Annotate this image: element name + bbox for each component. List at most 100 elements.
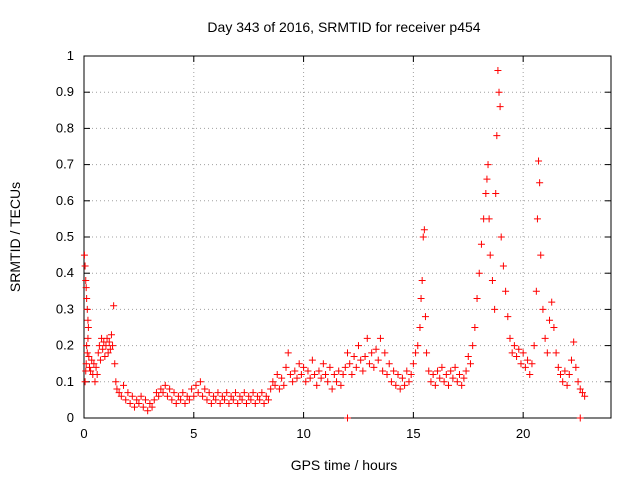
- data-point: [141, 396, 149, 404]
- data-point: [458, 381, 466, 389]
- data-point: [146, 400, 154, 408]
- data-point: [92, 363, 100, 371]
- data-point: [440, 378, 448, 386]
- data-point: [313, 381, 321, 389]
- data-point: [297, 371, 305, 379]
- data-point: [326, 363, 334, 371]
- data-point: [390, 367, 398, 375]
- data-point: [117, 392, 125, 400]
- data-point: [567, 356, 575, 364]
- y-tick-label: 0.7: [56, 157, 74, 172]
- y-tick-label: 0.8: [56, 120, 74, 135]
- data-point: [106, 345, 114, 353]
- data-point: [168, 396, 176, 404]
- data-point: [280, 381, 288, 389]
- data-point: [541, 334, 549, 342]
- data-point: [519, 349, 527, 357]
- data-point: [83, 349, 91, 357]
- data-point: [174, 392, 182, 400]
- data-point: [546, 316, 554, 324]
- data-point: [84, 316, 92, 324]
- data-point: [131, 403, 139, 411]
- data-point: [344, 349, 351, 357]
- chart-title: Day 343 of 2016, SRMTID for receiver p45…: [207, 19, 480, 35]
- data-point: [80, 251, 88, 259]
- data-point: [282, 363, 290, 371]
- x-tick-label: 10: [296, 426, 310, 441]
- data-point: [205, 389, 213, 397]
- data-point: [242, 400, 250, 408]
- data-point: [99, 345, 107, 353]
- data-point: [532, 287, 540, 295]
- data-point: [379, 367, 387, 375]
- data-point: [81, 262, 89, 270]
- data-point: [227, 392, 235, 400]
- data-point: [385, 360, 393, 368]
- data-point: [240, 389, 248, 397]
- data-point: [319, 360, 327, 368]
- data-point: [394, 371, 402, 379]
- data-point: [258, 389, 266, 397]
- data-point: [417, 295, 425, 303]
- data-point: [177, 396, 185, 404]
- y-tick-label: 0.9: [56, 84, 74, 99]
- data-point: [484, 161, 492, 169]
- data-point: [83, 305, 91, 313]
- data-point: [427, 378, 435, 386]
- data-point: [574, 378, 582, 386]
- data-point: [83, 342, 91, 350]
- data-point: [453, 378, 461, 386]
- data-point: [485, 215, 493, 223]
- data-point: [102, 342, 110, 350]
- data-point: [488, 276, 496, 284]
- data-point: [264, 396, 272, 404]
- x-axis-label: GPS time / hours: [291, 457, 398, 473]
- data-point: [513, 352, 521, 360]
- data-points: [80, 66, 589, 422]
- data-point: [85, 363, 93, 371]
- data-point: [120, 381, 128, 389]
- data-point: [104, 349, 112, 357]
- data-point: [105, 338, 113, 346]
- data-point: [210, 392, 218, 400]
- data-point: [421, 313, 429, 321]
- data-point: [183, 392, 191, 400]
- axis-tick-labels: 00.10.20.30.40.50.60.70.80.910 5 10 15 20: [56, 48, 530, 441]
- data-point: [354, 342, 362, 350]
- data-point: [207, 400, 215, 408]
- data-point: [436, 374, 444, 382]
- data-point: [278, 374, 286, 382]
- data-point: [536, 179, 544, 187]
- data-point: [81, 378, 89, 386]
- data-point: [475, 269, 483, 277]
- data-point: [445, 381, 453, 389]
- data-point: [190, 392, 198, 400]
- data-point: [330, 371, 338, 379]
- grid-lines: [84, 56, 611, 418]
- data-point: [357, 356, 365, 364]
- data-point: [113, 385, 121, 393]
- data-point: [337, 381, 345, 389]
- y-tick-label: 0.2: [56, 338, 74, 353]
- data-point: [361, 352, 369, 360]
- data-point: [570, 338, 578, 346]
- data-point: [295, 360, 303, 368]
- data-point: [434, 367, 442, 375]
- data-point: [103, 334, 111, 342]
- data-point: [289, 378, 297, 386]
- data-point: [497, 233, 505, 241]
- data-point: [317, 374, 325, 382]
- data-point: [524, 356, 532, 364]
- data-point: [311, 371, 319, 379]
- data-point: [87, 367, 95, 375]
- data-point: [333, 378, 341, 386]
- data-point: [82, 276, 90, 284]
- data-point: [483, 175, 491, 183]
- data-point: [144, 407, 152, 415]
- data-point: [554, 363, 562, 371]
- data-point: [247, 396, 255, 404]
- data-point: [308, 356, 316, 364]
- data-point: [502, 287, 510, 295]
- data-point: [218, 392, 226, 400]
- y-tick-label: 0.6: [56, 193, 74, 208]
